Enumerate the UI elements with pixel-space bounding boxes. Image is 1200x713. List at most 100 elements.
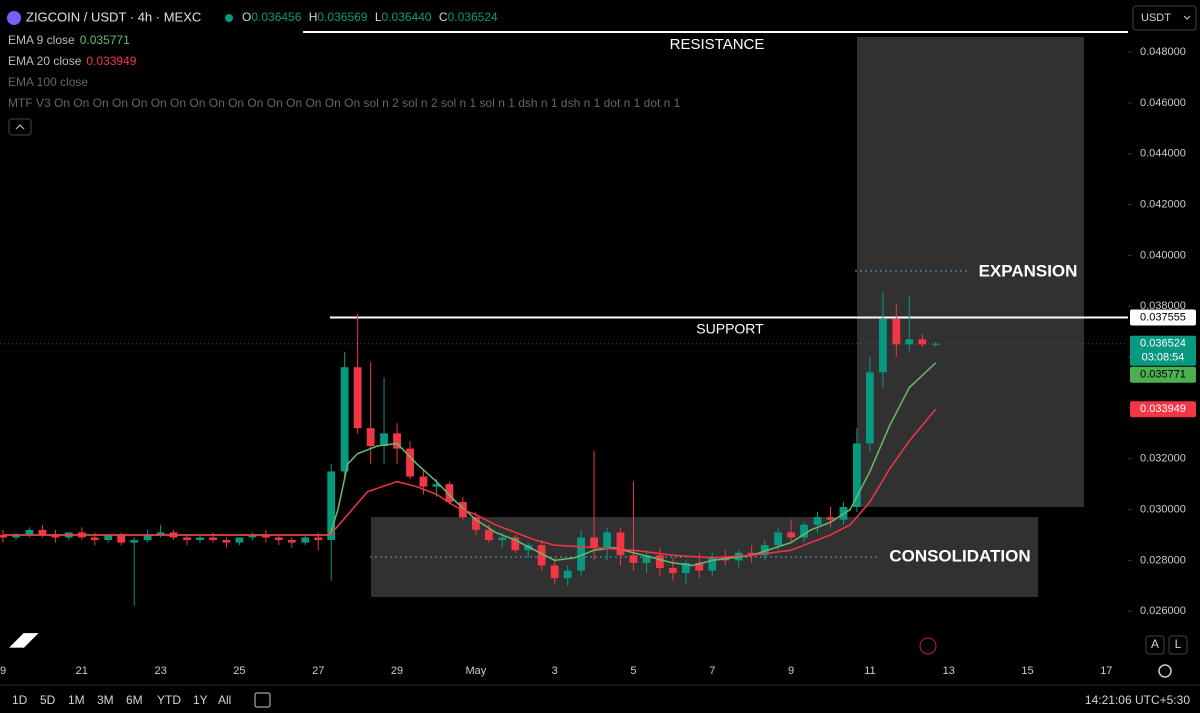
range-button[interactable]: 1M (68, 693, 85, 707)
currency: USDT (1141, 12, 1171, 24)
consolidation-label: CONSOLIDATION (889, 546, 1030, 565)
ohlc-key: O (242, 10, 251, 24)
ohlc-key: C (439, 10, 448, 24)
currency-select[interactable] (1132, 5, 1197, 31)
y-tick-label: 0.042000 (1140, 198, 1186, 210)
candle-body (905, 339, 914, 345)
log-scale-button[interactable] (1168, 635, 1188, 655)
y-tick-label: 0.040000 (1140, 249, 1186, 261)
candle-body (51, 534, 60, 538)
range-button[interactable]: 6M (126, 693, 143, 707)
y-tick-label: 0.026000 (1140, 605, 1186, 617)
candle-body (38, 529, 47, 535)
ohlc-value: 0.036569 (317, 10, 367, 24)
candle-body (616, 532, 625, 556)
candle-body (918, 339, 927, 345)
range-button[interactable]: 1D (12, 693, 28, 707)
settings-icon[interactable] (1158, 664, 1172, 678)
price-badge-label: 0.037555 (1140, 311, 1186, 323)
x-tick-label: May (465, 665, 486, 677)
candle-body (708, 557, 717, 571)
support-label: SUPPORT (696, 320, 764, 336)
auto-scale-button[interactable] (1145, 635, 1165, 655)
candle-body (235, 537, 244, 543)
x-tick-label: 7 (709, 665, 715, 677)
candle-body (524, 545, 533, 551)
candle-body (353, 367, 362, 429)
clock: 14:21:06 UTC+5:30 (1085, 693, 1190, 707)
candle-body (25, 529, 34, 535)
candle-body (813, 517, 822, 525)
candle-body (774, 532, 782, 546)
ohlc-value: 0.036524 (448, 10, 498, 24)
ohlc-key: L (375, 10, 382, 24)
date-range-icon[interactable] (254, 692, 271, 708)
candle-body (498, 537, 507, 541)
indicator[interactable]: EMA 9 close 0.035771 (8, 33, 130, 47)
indicator-name[interactable]: MTF V3 On On On On On On On On On On On … (8, 96, 681, 110)
candle-body (892, 318, 901, 345)
range-button[interactable]: 1Y (193, 693, 208, 707)
ohlc-value: 0.036440 (382, 10, 432, 24)
ema-line (2, 408, 937, 559)
candle-body (419, 476, 428, 487)
indicator[interactable]: EMA 20 close 0.033949 (8, 54, 137, 68)
x-tick-label: 27 (312, 665, 324, 677)
ohlc-value: 0.036456 (251, 10, 301, 24)
countdown: 03:08:54 (1142, 352, 1185, 364)
tv-logo[interactable]: ◢◤ (9, 629, 39, 649)
candle-body (760, 545, 769, 556)
y-tick-label: 0.028000 (1140, 554, 1186, 566)
x-tick-label: 29 (391, 665, 403, 677)
candle-body (879, 318, 887, 373)
candle-body (274, 537, 283, 541)
price-badge-label: 0.036524 (1140, 338, 1186, 350)
candle-body (314, 537, 323, 541)
alert-icon[interactable] (919, 637, 937, 655)
scale-button-label: A (1151, 637, 1159, 651)
candle-body (248, 534, 257, 538)
collapse-button[interactable] (8, 118, 32, 136)
candle-body (327, 471, 336, 541)
candle-body (156, 532, 165, 535)
range-button[interactable]: 5D (40, 693, 56, 707)
price-badge (1130, 335, 1196, 366)
indicator-value: 0.035771 (80, 33, 130, 47)
dropdown-icon (1183, 15, 1191, 20)
candle-body (301, 537, 310, 543)
candle-body (406, 448, 414, 477)
y-tick-label: 0.048000 (1140, 46, 1186, 58)
candle-body (143, 534, 152, 541)
ohlc: O0.036456 H0.036569 L0.036440 C0.036524 (242, 10, 498, 24)
candle-body (380, 433, 388, 447)
candle-body (432, 484, 441, 487)
price-badge-label: 0.035771 (1140, 369, 1186, 381)
candle-body (577, 537, 585, 571)
range-button[interactable]: 3M (97, 693, 114, 707)
candle-body (484, 529, 493, 541)
candle-body (366, 428, 375, 447)
candle-body (209, 537, 217, 541)
x-tick-label: 11 (864, 665, 875, 677)
candle-body (12, 534, 20, 538)
range-button[interactable]: YTD (157, 693, 181, 707)
status-dot (225, 14, 233, 22)
candle-body (800, 524, 808, 538)
scale-button-label: L (1175, 637, 1182, 651)
x-tick-label: 15 (1021, 665, 1033, 677)
range-button[interactable]: All (218, 693, 231, 707)
x-tick-label: 5 (630, 665, 636, 677)
indicator-name[interactable]: EMA 100 close (8, 75, 88, 89)
resistance-label: RESISTANCE (670, 36, 765, 53)
symbol[interactable]: ZIGCOIN / USDT · 4h · MEXC (26, 9, 201, 24)
candle-body (537, 545, 546, 566)
price-badge (1130, 401, 1196, 418)
price-badge (1130, 366, 1196, 383)
indicator-name: EMA 20 close (8, 54, 82, 68)
candle-body (852, 443, 861, 508)
candle-body (287, 540, 296, 543)
candle-body (931, 343, 940, 345)
y-tick-label: 0.032000 (1140, 453, 1186, 465)
candle-body (787, 532, 795, 538)
